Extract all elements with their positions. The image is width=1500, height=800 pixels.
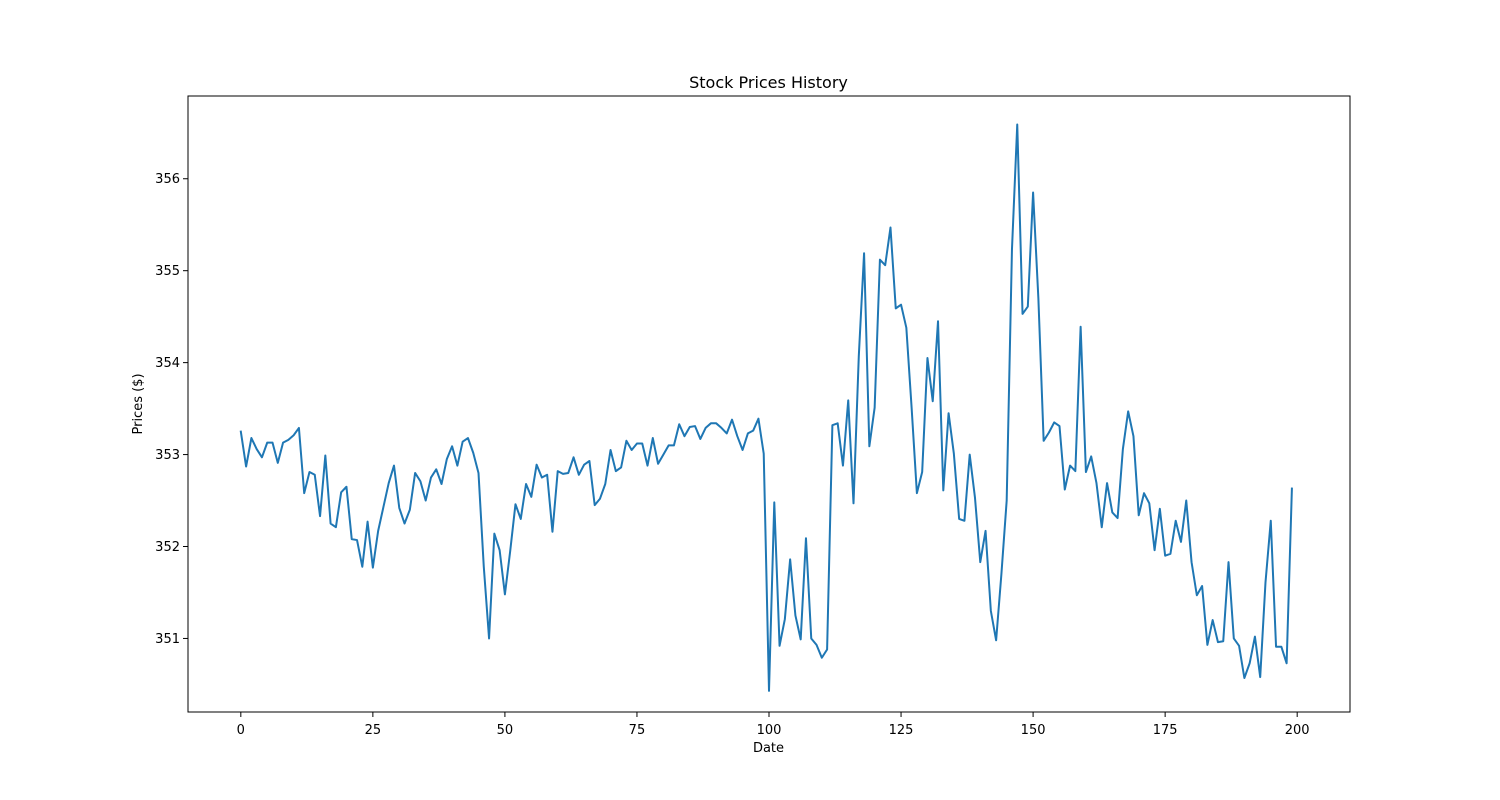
y-tick-label: 355 <box>155 264 180 279</box>
y-tick-label: 354 <box>155 356 180 371</box>
series-layer <box>239 123 1293 692</box>
x-axis-ticks: 0 25 50 75 100 125 150 175 200 <box>237 712 1310 738</box>
y-tick-label: 352 <box>155 540 180 555</box>
x-tick-label: 150 <box>1021 723 1046 738</box>
x-tick-label: 175 <box>1153 723 1178 738</box>
x-axis-label: Date <box>753 741 784 756</box>
plot-area-frame <box>187 95 1351 713</box>
chart-title: Stock Prices History <box>689 73 848 92</box>
x-tick-label: 0 <box>237 723 245 738</box>
x-tick-label: 200 <box>1285 723 1310 738</box>
y-tick-label: 353 <box>155 448 180 463</box>
y-axis-ticks: 351 352 353 354 355 356 <box>155 172 188 647</box>
y-axis-label: Prices ($) <box>131 373 146 434</box>
x-tick-label: 75 <box>629 723 646 738</box>
x-tick-label: 100 <box>757 723 782 738</box>
x-tick-label: 50 <box>497 723 514 738</box>
y-tick-label: 351 <box>155 632 180 647</box>
x-tick-label: 25 <box>365 723 382 738</box>
x-tick-label: 125 <box>889 723 914 738</box>
y-tick-label: 356 <box>155 172 180 187</box>
price-series-line <box>239 123 1293 692</box>
